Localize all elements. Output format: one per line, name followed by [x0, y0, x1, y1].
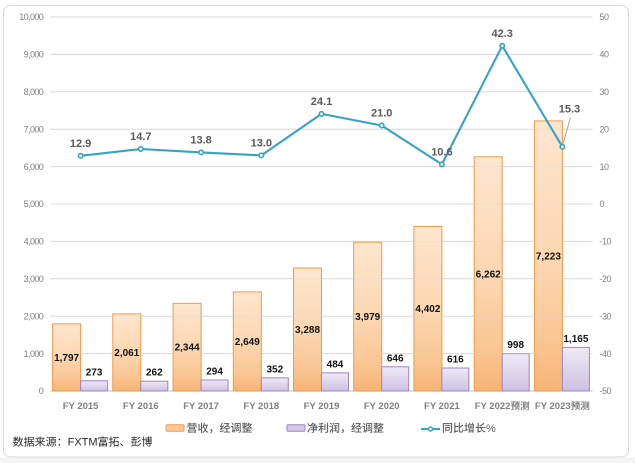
svg-text:6,262: 6,262	[476, 269, 501, 280]
svg-text:FY 2022: FY 2022	[475, 401, 511, 412]
svg-text:-30: -30	[600, 311, 612, 321]
svg-text:2,061: 2,061	[114, 348, 139, 359]
svg-text:998: 998	[507, 340, 524, 351]
svg-text:3,288: 3,288	[295, 325, 320, 336]
svg-text:2,649: 2,649	[235, 337, 260, 348]
svg-text:7,223: 7,223	[536, 251, 561, 262]
svg-text:42.3: 42.3	[491, 28, 512, 40]
svg-text:FXTM: FXTM	[68, 437, 98, 449]
svg-text:FY 2018: FY 2018	[243, 401, 279, 412]
svg-text:10,000: 10,000	[19, 12, 44, 22]
svg-text:13.0: 13.0	[251, 138, 272, 150]
svg-text:21.0: 21.0	[371, 108, 392, 120]
svg-text:20: 20	[600, 124, 610, 134]
svg-text:30: 30	[600, 87, 610, 97]
svg-text:3,000: 3,000	[24, 274, 44, 284]
svg-text:3,979: 3,979	[355, 312, 380, 323]
svg-text:0: 0	[39, 386, 44, 396]
svg-text:646: 646	[387, 353, 404, 364]
svg-text:50: 50	[600, 12, 610, 22]
svg-text:-50: -50	[600, 386, 612, 396]
svg-text:10: 10	[600, 162, 610, 172]
svg-text:616: 616	[447, 355, 464, 366]
svg-text:273: 273	[86, 367, 103, 378]
svg-text:352: 352	[266, 364, 283, 375]
svg-text:2,000: 2,000	[24, 311, 44, 321]
svg-text:4,000: 4,000	[24, 237, 44, 247]
svg-text:FY 2019: FY 2019	[304, 401, 340, 412]
svg-text:1,000: 1,000	[24, 349, 44, 359]
svg-text:484: 484	[327, 359, 344, 370]
svg-text:13.8: 13.8	[190, 135, 211, 147]
svg-text:14.7: 14.7	[130, 131, 151, 143]
svg-text:8,000: 8,000	[24, 87, 44, 97]
svg-text:FY 2017: FY 2017	[183, 401, 219, 412]
svg-text:FY 2020: FY 2020	[364, 401, 400, 412]
svg-text:-10: -10	[600, 237, 612, 247]
svg-text:FY 2015: FY 2015	[63, 401, 99, 412]
svg-text:%: %	[486, 423, 496, 435]
svg-text:6,000: 6,000	[24, 162, 44, 172]
svg-text:FY 2023: FY 2023	[535, 401, 571, 412]
svg-text:1,797: 1,797	[54, 353, 79, 364]
svg-text:2,344: 2,344	[175, 343, 200, 354]
svg-text:294: 294	[206, 367, 223, 378]
svg-text:262: 262	[146, 368, 163, 379]
svg-text:4,402: 4,402	[415, 304, 440, 315]
svg-text:FY 2021: FY 2021	[424, 401, 460, 412]
svg-text:9,000: 9,000	[24, 50, 44, 60]
svg-text:12.9: 12.9	[70, 138, 91, 150]
svg-text:-40: -40	[600, 349, 612, 359]
svg-text:24.1: 24.1	[311, 96, 332, 108]
svg-text:15.3: 15.3	[559, 104, 580, 116]
svg-text:1,165: 1,165	[563, 334, 588, 345]
svg-text:7,000: 7,000	[24, 124, 44, 134]
svg-text:40: 40	[600, 50, 610, 60]
svg-text:FY 2016: FY 2016	[123, 401, 159, 412]
svg-text:0: 0	[600, 199, 605, 209]
svg-text:5,000: 5,000	[24, 199, 44, 209]
svg-text:10.6: 10.6	[431, 147, 452, 159]
svg-text:-20: -20	[600, 274, 612, 284]
